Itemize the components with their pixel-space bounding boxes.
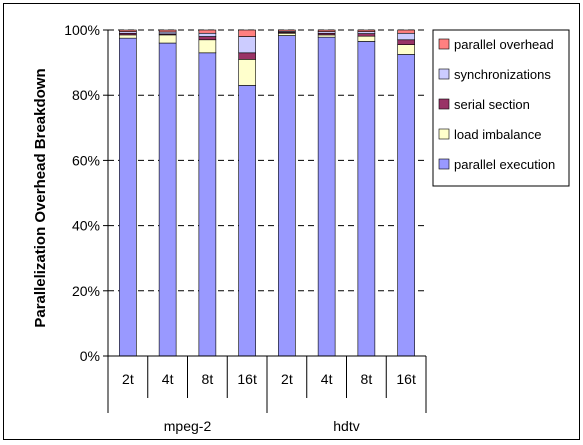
legend-swatch <box>438 128 450 140</box>
bar-segment-parallel-overhead <box>357 29 376 32</box>
x-group-label: mpeg-2 <box>164 418 212 434</box>
bar-segment-load-imbalance <box>397 44 415 55</box>
legend-label: load imbalance <box>454 127 541 142</box>
bar-segment-parallel-execution <box>119 37 137 357</box>
bar-segment-serial-section <box>198 36 217 41</box>
bar-segment-load-imbalance <box>158 34 177 44</box>
chart-frame: Parallelization Overhead Breakdown 0% 20%… <box>3 3 580 440</box>
x-axis-labels: 2t 4t 8t 16t 2t 4t 8t 16t mpeg-2 hdtv <box>107 356 427 434</box>
bar-segment-parallel-execution <box>158 42 177 357</box>
bar-segment-parallel-execution <box>278 35 296 357</box>
bar-segment-parallel-overhead <box>317 29 336 32</box>
stacked-bar-chart: Parallelization Overhead Breakdown 0% 20%… <box>3 3 580 440</box>
legend-swatch <box>438 38 450 50</box>
bars <box>119 29 415 357</box>
bar-segment-synchronizations <box>397 32 415 41</box>
x-category-label: 2t <box>122 371 134 387</box>
bar-segment-parallel-execution <box>238 85 256 357</box>
y-tick-label: 0% <box>80 348 100 364</box>
x-category-label: 16t <box>237 371 257 387</box>
y-tick-label: 20% <box>72 283 100 299</box>
legend-swatch <box>438 98 450 110</box>
bar-segment-serial-section <box>397 39 415 45</box>
y-tick-label: 100% <box>64 22 100 38</box>
legend-box <box>432 29 570 187</box>
bar-segment-parallel-overhead <box>119 29 137 32</box>
bar-segment-parallel-overhead <box>158 29 177 33</box>
bar-segment-parallel-overhead <box>397 29 415 34</box>
bar-segment-parallel-execution <box>198 52 217 357</box>
bar-segment-load-imbalance <box>357 35 376 42</box>
bar-segment-load-imbalance <box>198 39 217 54</box>
x-category-label: 4t <box>162 371 174 387</box>
legend-swatch <box>438 68 450 80</box>
bar-segment-parallel-overhead <box>198 29 217 34</box>
y-tick-label: 40% <box>72 218 100 234</box>
bar-segment-load-imbalance <box>278 32 296 36</box>
bar-segment-parallel-overhead <box>238 29 256 37</box>
legend-label: serial section <box>454 97 530 112</box>
bar-segment-synchronizations <box>238 36 256 54</box>
x-category-label: 8t <box>202 371 214 387</box>
y-tick-label: 60% <box>72 152 100 168</box>
legend-label: synchronizations <box>454 67 551 82</box>
bar-segment-load-imbalance <box>317 34 336 38</box>
y-tick-labels: 0% 20% 40% 60% 80% 100% <box>64 22 100 364</box>
x-category-label: 4t <box>321 371 333 387</box>
legend-label: parallel execution <box>454 157 555 172</box>
bar-segment-synchronizations <box>198 32 217 37</box>
bar-segment-serial-section <box>238 52 256 60</box>
bar-segment-parallel-overhead <box>278 29 296 32</box>
bar-segment-load-imbalance <box>238 59 256 86</box>
bar-segment-parallel-execution <box>357 41 376 357</box>
bar-segment-serial-section <box>357 33 376 37</box>
bar-segment-load-imbalance <box>119 34 137 39</box>
x-group-label: hdtv <box>333 418 359 434</box>
bar-segment-parallel-execution <box>317 36 336 357</box>
x-category-label: 8t <box>361 371 373 387</box>
x-category-label: 16t <box>396 371 416 387</box>
bar-segment-parallel-execution <box>397 54 415 357</box>
legend-label: parallel overhead <box>454 37 554 52</box>
legend-swatch <box>438 158 450 170</box>
legend: parallel overhead synchronizations serial … <box>432 29 570 187</box>
y-axis-title: Parallelization Overhead Breakdown <box>32 68 49 327</box>
y-tick-label: 80% <box>72 87 100 103</box>
x-category-label: 2t <box>281 371 293 387</box>
